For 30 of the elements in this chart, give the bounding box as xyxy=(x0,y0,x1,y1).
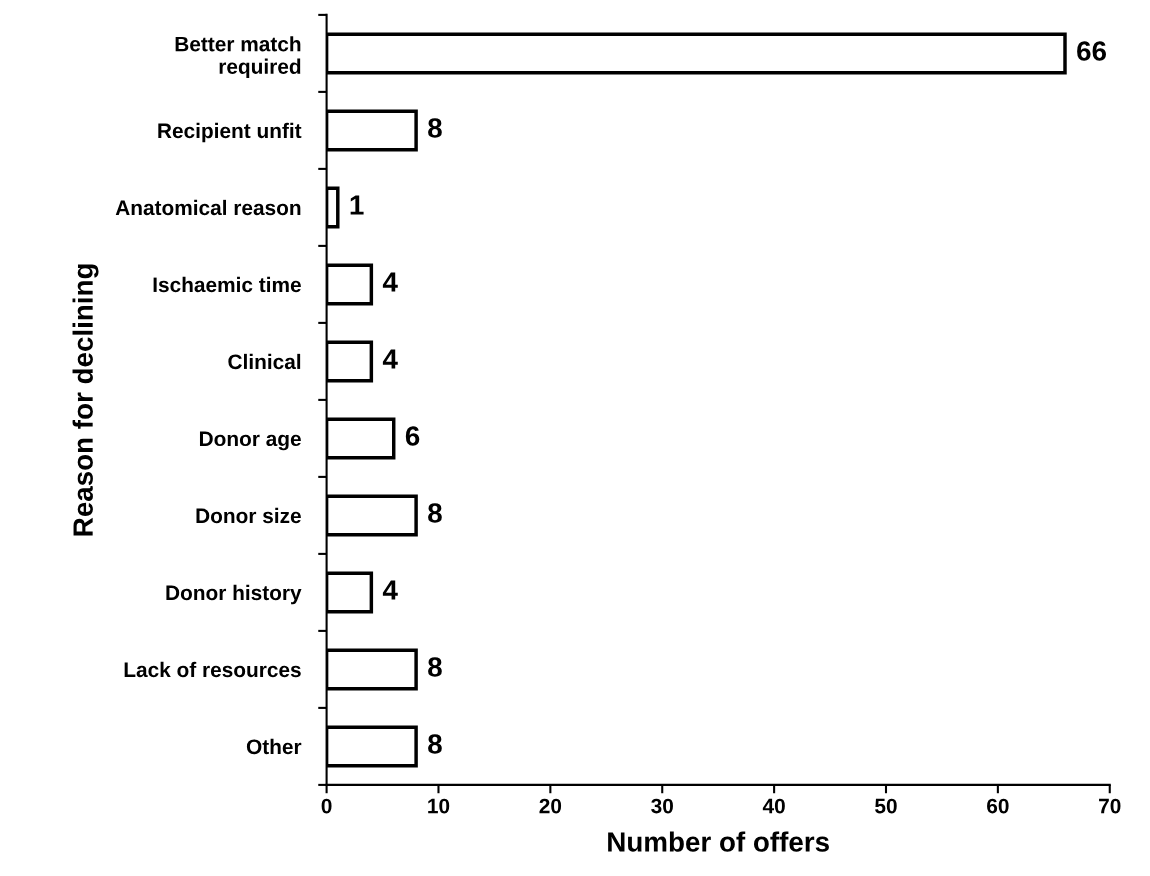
data-label: 4 xyxy=(382,580,398,600)
x-tick-label: 0 xyxy=(321,798,332,814)
y-tick-label: Clinical xyxy=(228,353,301,370)
x-tick-label: 10 xyxy=(428,798,450,814)
y-tick-label: Lack of resources xyxy=(124,661,301,678)
data-label: 1 xyxy=(350,195,364,215)
data-label: 66 xyxy=(1077,41,1106,61)
y-tick-label: Donor history xyxy=(166,584,302,605)
y-axis-title: Reason for declining xyxy=(72,264,99,536)
x-tick-label: 60 xyxy=(987,798,1009,814)
data-label: 8 xyxy=(428,503,442,523)
x-axis-title: Number of offers xyxy=(608,831,829,852)
y-tick-label: Other xyxy=(246,738,302,755)
data-label: 4 xyxy=(382,272,398,292)
x-tick-label: 70 xyxy=(1099,798,1121,814)
data-label: 8 xyxy=(428,657,442,677)
x-tick-label: 50 xyxy=(875,798,897,814)
y-tick-label: Ischaemic time xyxy=(153,276,301,293)
x-tick-label: 20 xyxy=(539,798,562,814)
y-tick-label: Anatomical reason xyxy=(115,199,301,216)
data-label: 8 xyxy=(428,118,442,138)
x-tick-label: 30 xyxy=(651,798,673,814)
data-label: 4 xyxy=(382,349,398,369)
y-tick-label: Better match required xyxy=(175,36,301,78)
data-label: 8 xyxy=(428,734,442,754)
y-tick-label: Donor age xyxy=(199,431,301,451)
y-tick-label: Donor size xyxy=(196,507,301,524)
y-tick-label: Recipient unfit xyxy=(158,122,302,143)
data-label: 6 xyxy=(405,426,420,446)
x-tick-label: 40 xyxy=(762,798,785,814)
